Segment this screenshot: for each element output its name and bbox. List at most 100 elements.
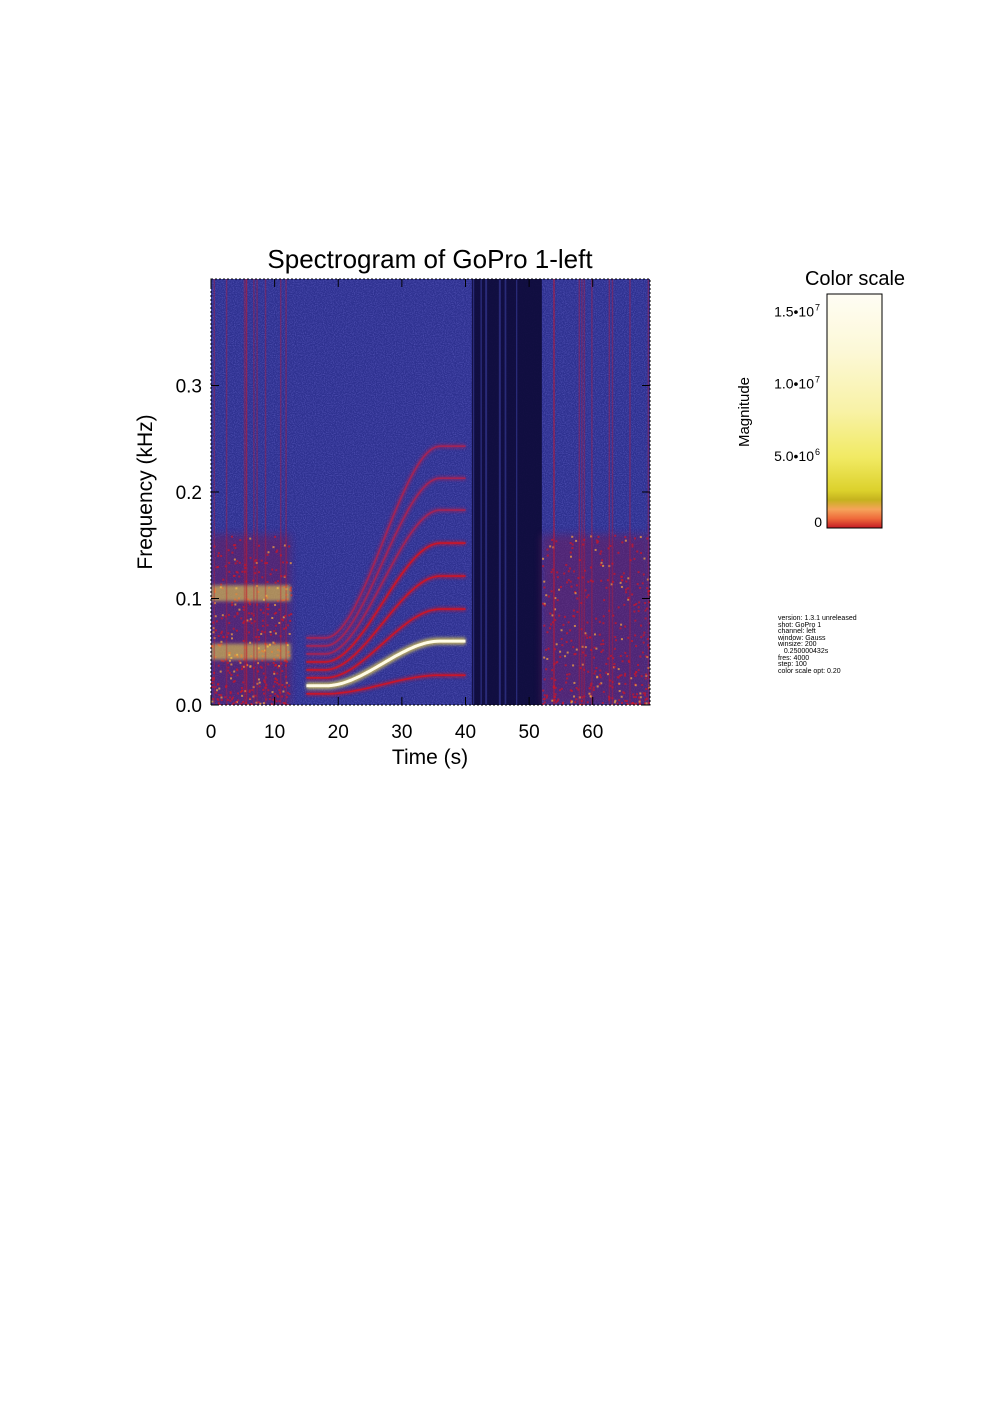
segment-speck [236,611,239,614]
segment-speck [646,637,649,640]
segment-speck [617,551,620,554]
segment-speck [646,656,649,659]
segment-speck [235,570,238,573]
segment-speck [609,654,612,657]
segment-speck [543,678,546,681]
segment-speck [549,612,552,615]
segment-speck [584,646,587,649]
x-axis-label: Time (s) [392,746,468,769]
segment-speck [598,704,601,705]
colorbar-tick-label: 1.5•10 [774,303,814,319]
segment-speck [267,663,270,666]
segment-speck [239,661,242,664]
segment-speck [566,677,569,680]
colorbar-label: Magnitude [736,377,753,447]
segment-speck [220,617,223,620]
segment-speck [575,584,578,587]
segment-speck [572,614,575,617]
segment-speck [263,692,266,695]
segment-speck [272,698,275,701]
metadata-line: channel: left [778,628,816,636]
segment-speck [572,646,575,649]
segment-speck [579,704,582,705]
segment-speck [616,702,619,705]
segment-speck [276,672,279,675]
segment-speck [257,662,260,665]
segment-speck [628,660,631,663]
segment-speck [545,668,548,671]
segment-speck [233,680,236,683]
segment-speck [559,689,562,692]
segment-speck [288,632,291,635]
segment-speck [583,695,586,698]
metadata-line: window: Gauss [778,634,826,642]
segment-speck [243,665,246,668]
segment-speck [620,623,623,626]
segment-speck [555,701,558,704]
segment-speck [546,548,549,551]
segment-speck [254,559,257,562]
segment-speck [218,687,221,690]
segment-speck [593,646,596,649]
segment-speck [634,674,637,677]
segment-speck [272,685,275,688]
segment-speck [271,568,274,571]
segment-speck [289,619,292,622]
segment-speck [611,681,614,684]
segment-speck [222,578,225,581]
segment-speck [278,665,281,668]
segment-speck [642,634,645,637]
segment-speck [257,635,260,638]
segment-speck [648,601,650,604]
segment-speck [609,544,612,547]
segment-speck [630,677,633,680]
segment-speck [601,649,604,652]
segment-speck [612,657,615,660]
segment-speck [588,687,591,690]
segment-speck [225,684,228,687]
segment-speck [617,606,620,609]
segment-speck [553,663,556,666]
colorbar-ticks: 05.0•10 61.0•10 71.5•10 7 [774,302,822,530]
segment-speck [244,563,247,566]
segment-speck [595,704,598,705]
segment-speck [553,699,556,702]
segment-speck [283,574,286,577]
segment-speck [570,689,573,692]
segment-speck [233,615,236,618]
segment-speck [249,641,252,644]
segment-speck [215,620,218,623]
segment-speck [213,545,216,548]
segment-speck [637,606,640,609]
y-tick-label: 0.1 [176,590,202,611]
segment-speck [633,610,636,613]
segment-speck [543,694,546,697]
segment-speck [575,539,578,542]
segment-vertical-streak [285,279,287,705]
segment-speck [554,648,557,651]
segment-speck [233,544,236,547]
segment-speck [256,603,259,606]
segment-speck [246,664,249,667]
segment-speck [641,582,644,585]
segment-speck [596,685,599,688]
metadata-line: fres: 4000 [778,654,810,662]
segment-speck [254,560,257,563]
segment-speck [238,608,241,611]
segment-speck [545,696,548,699]
segment-speck [555,540,558,543]
segments-layer [211,279,650,705]
segment-speck [629,559,632,562]
segment-speck [618,699,621,702]
segment-speck [267,689,270,692]
segment-speck [613,663,616,666]
segment-speck [598,633,601,636]
segment-speck [614,699,617,702]
segment-speck [279,554,282,557]
segment-speck [212,631,215,634]
metadata-line: shot: GoPro 1 [778,621,822,629]
segment-vertical-streak [583,279,586,705]
segment-speck [573,615,576,618]
segment-speck [282,616,285,619]
segment-speck [283,702,286,705]
